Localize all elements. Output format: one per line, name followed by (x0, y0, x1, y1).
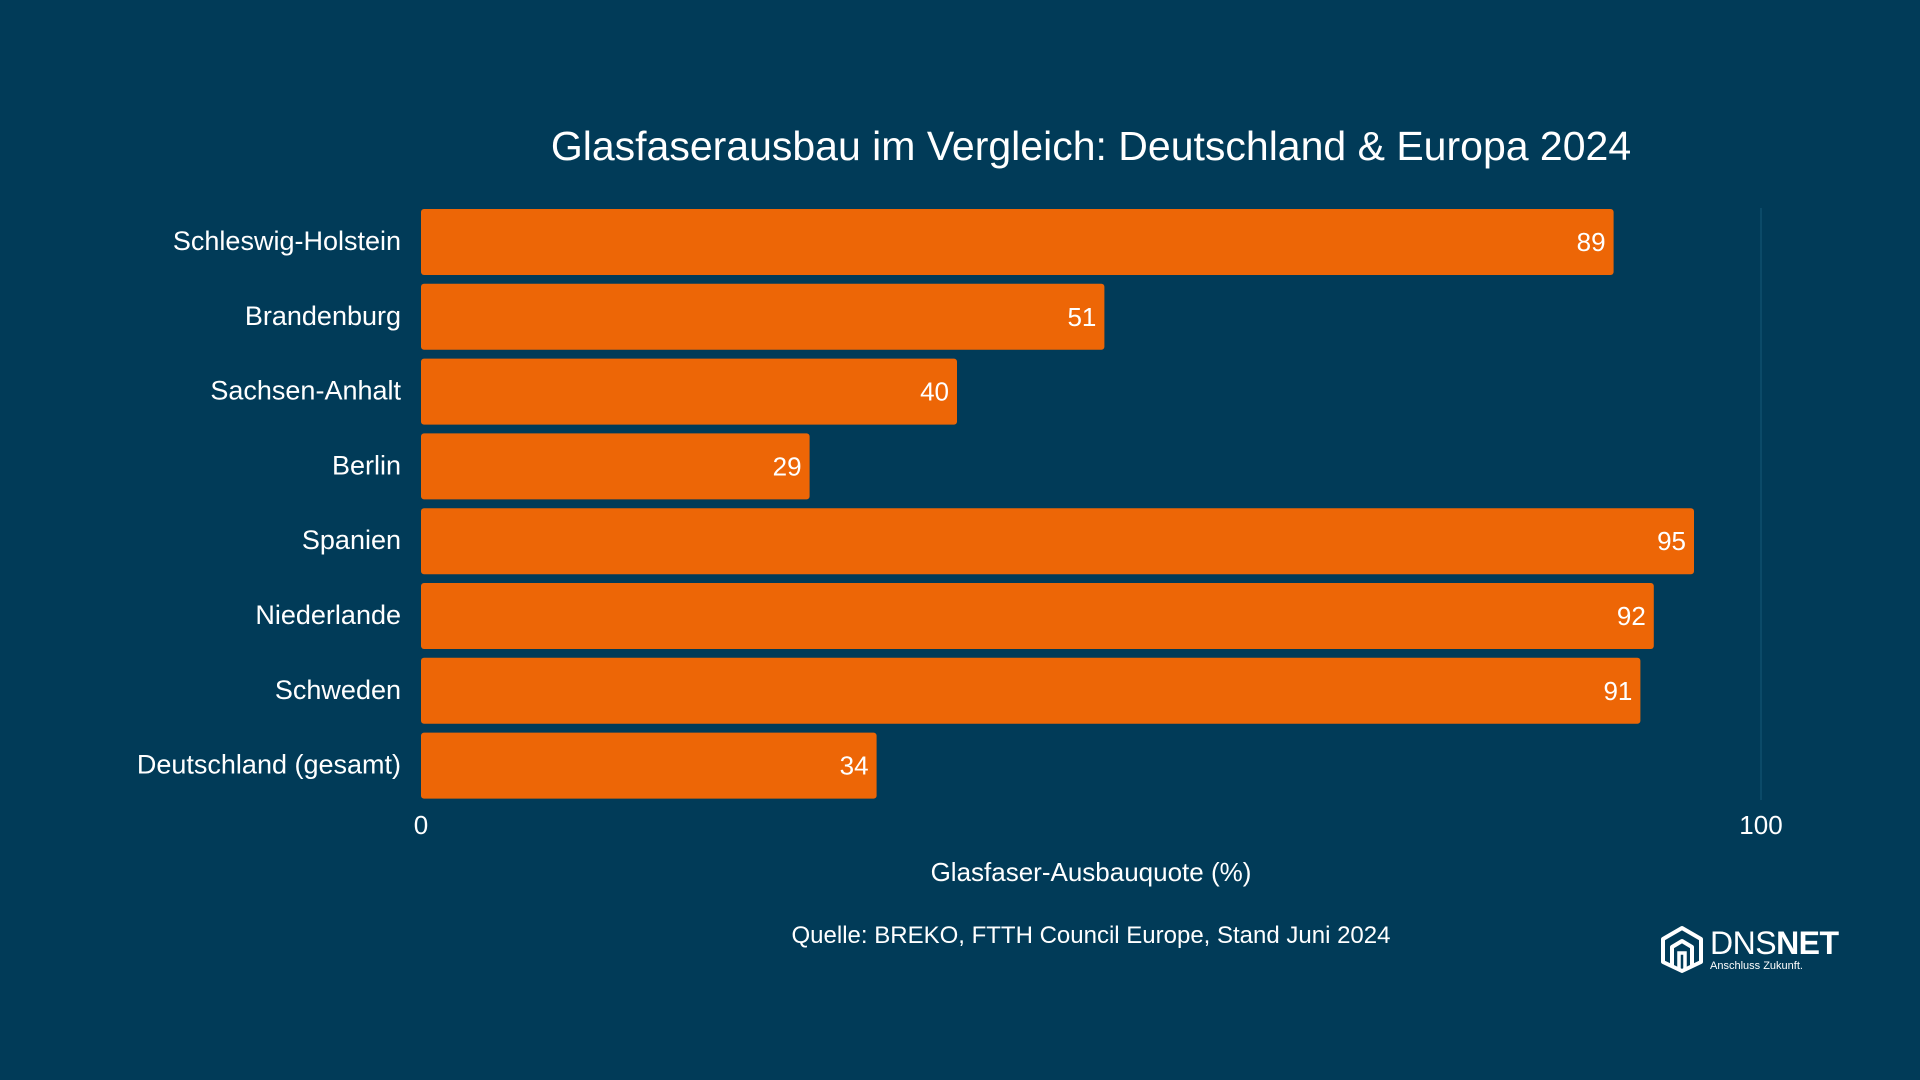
x-axis-label: Glasfaser-Ausbauquote (%) (931, 857, 1252, 887)
bar-value-label-schweden: 91 (1603, 676, 1632, 706)
bar-niederlande (421, 583, 1654, 649)
x-tick-label-100: 100 (1739, 810, 1782, 840)
category-label-schweden: Schweden (275, 675, 401, 705)
source-note: Quelle: BREKO, FTTH Council Europe, Stan… (792, 922, 1391, 949)
bar-schweden (421, 657, 1641, 724)
chart-title: Glasfaserausbau im Vergleich: Deutschlan… (551, 123, 1631, 169)
bar-value-label-schleswig-holstein: 89 (1577, 227, 1606, 257)
bar-value-label-spanien: 95 (1657, 526, 1686, 556)
bar-berlin (421, 433, 810, 500)
bar-sachsen-anhalt (421, 358, 957, 425)
bar-value-label-niederlande: 92 (1617, 601, 1646, 631)
bar-value-label-brandenburg: 51 (1067, 302, 1096, 332)
bars-layer: 89 Schleswig-Holstein 51 Brandenburg 40 Sachs… (137, 209, 1694, 799)
dnsnet-logo: DNSNET Anschluss Zukunft. (1660, 923, 1839, 975)
category-label-niederlande: Niederlande (255, 600, 401, 630)
logo-wordmark: DNSNET (1710, 924, 1839, 961)
category-label-sachsen-anhalt: Sachsen-Anhalt (210, 376, 401, 406)
category-label-spanien: Spanien (302, 525, 401, 555)
bar-value-label-berlin: 29 (773, 451, 802, 481)
x-tick-label-0: 0 (414, 810, 428, 840)
bar-deutschland-gesamt (421, 732, 877, 799)
category-label-brandenburg: Brandenburg (245, 301, 401, 331)
bar-value-label-deutschland-gesamt: 34 (840, 751, 869, 781)
bar-brandenburg (421, 283, 1105, 350)
logo-tagline: Anschluss Zukunft. (1710, 959, 1803, 972)
house-logo-icon (1661, 926, 1703, 973)
bar-schleswig-holstein (421, 209, 1614, 275)
category-label-schleswig-holstein: Schleswig-Holstein (173, 226, 401, 256)
bar-value-label-sachsen-anhalt: 40 (920, 377, 949, 407)
category-label-deutschland-gesamt: Deutschland (gesamt) (137, 750, 401, 780)
bar-spanien (421, 508, 1694, 575)
category-label-berlin: Berlin (332, 450, 401, 480)
